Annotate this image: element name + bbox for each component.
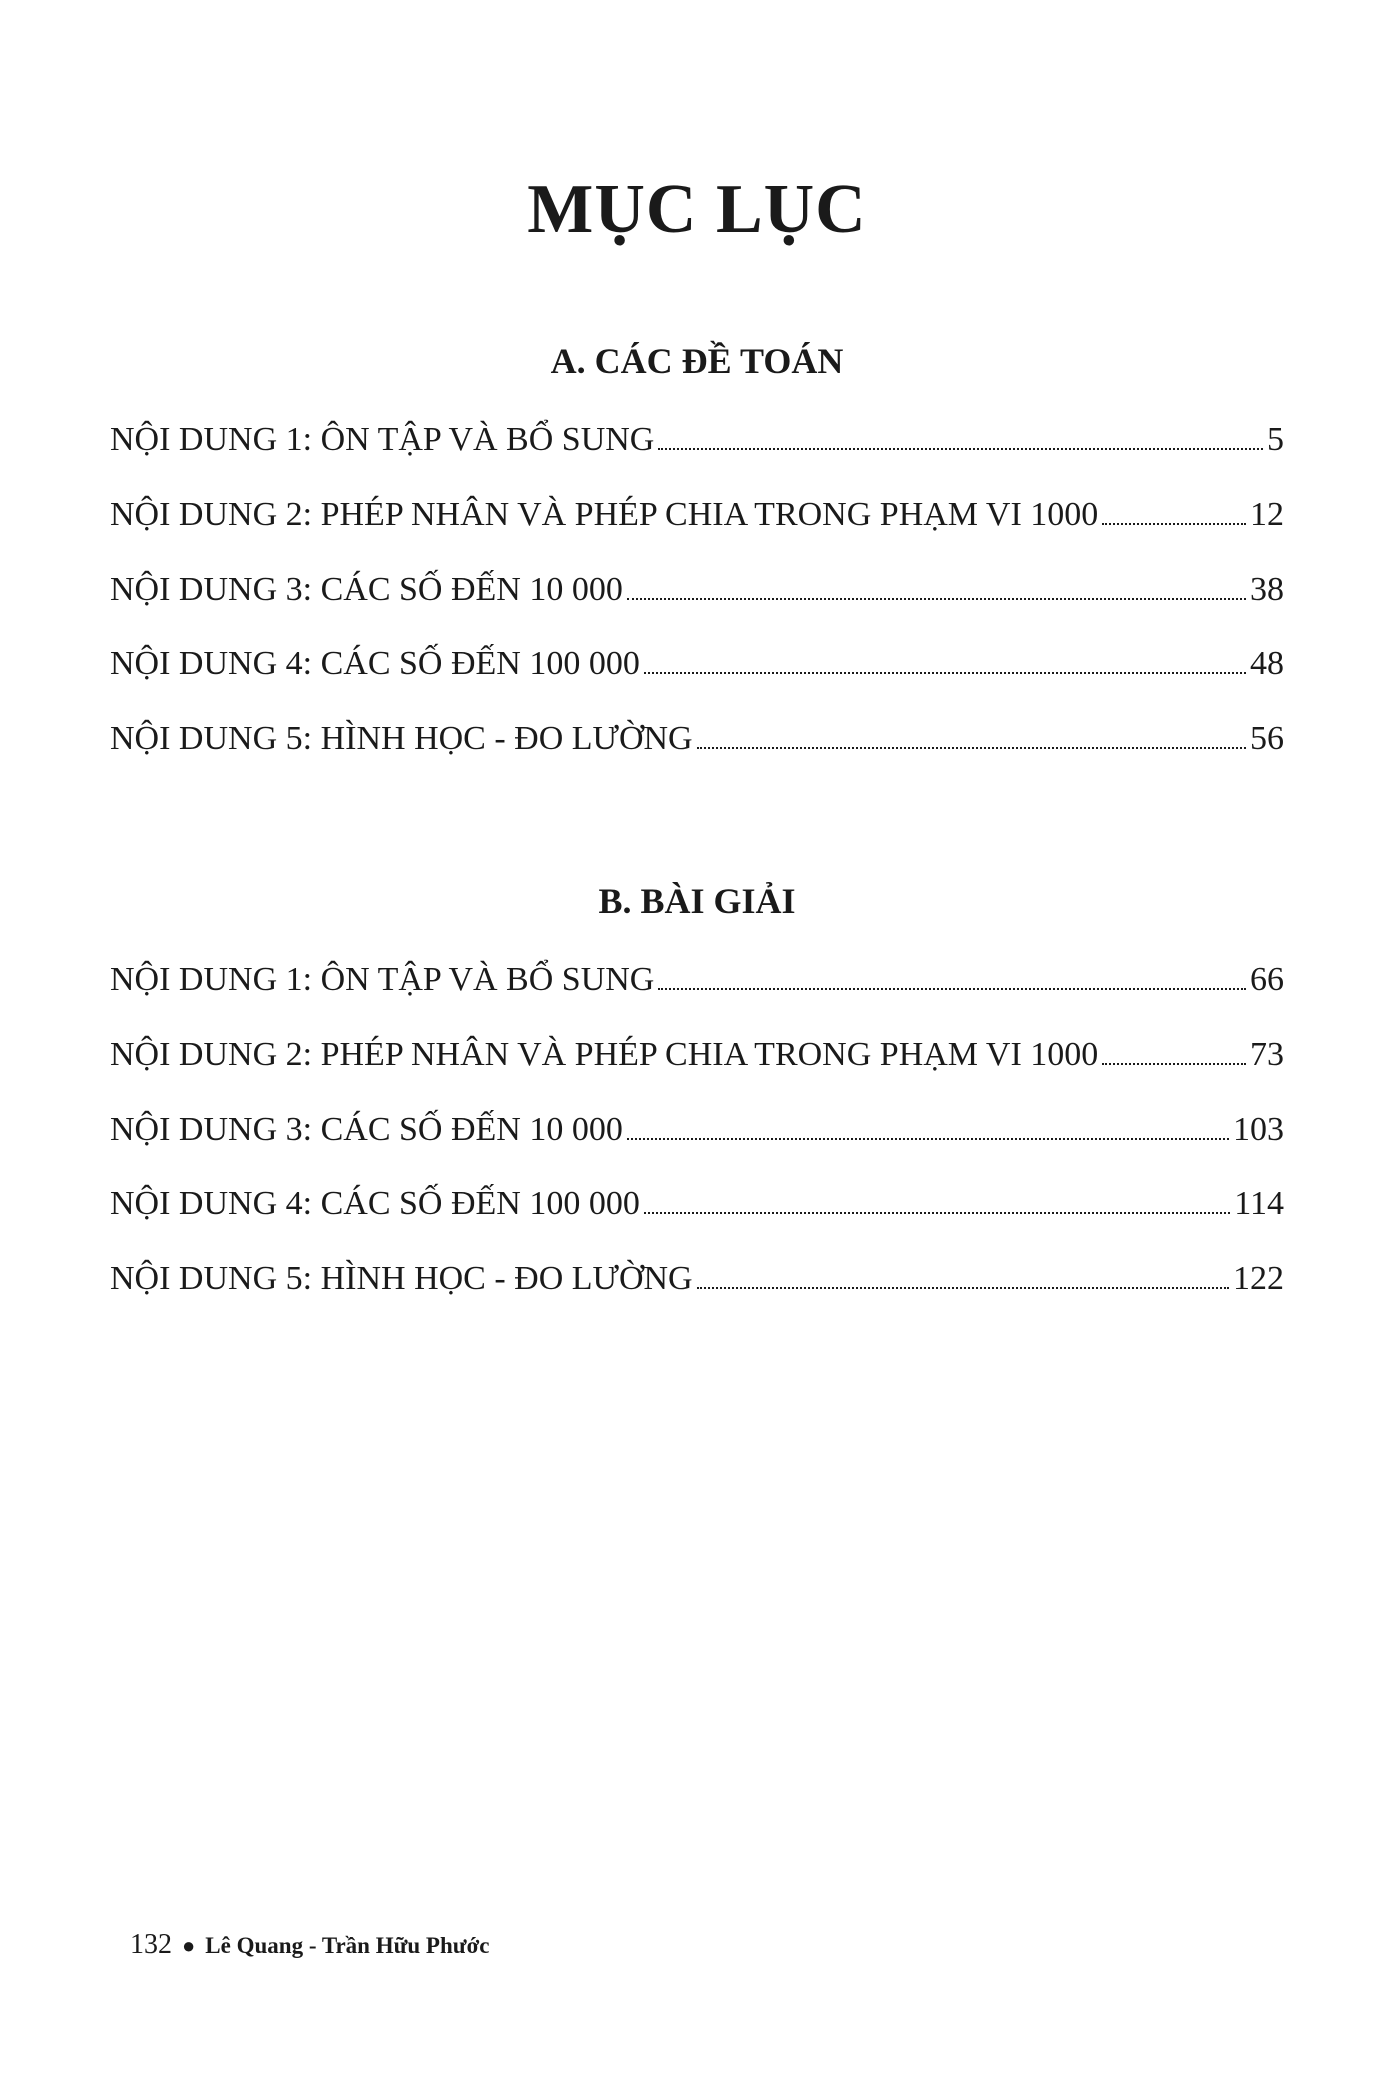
toc-entry-page: 103 <box>1233 1110 1284 1151</box>
page-footer: 132 ● Lê Quang - Trần Hữu Phước <box>130 1929 490 1961</box>
toc-entry-label: NỘI DUNG 1: ÔN TẬP VÀ BỔ SUNG <box>110 960 654 1001</box>
toc-entry: NỘI DUNG 1: ÔN TẬP VÀ BỔ SUNG 5 <box>110 420 1284 461</box>
toc-entry-label: NỘI DUNG 3: CÁC SỐ ĐẾN 10 000 <box>110 570 623 611</box>
toc-entry-page: 48 <box>1250 644 1284 685</box>
toc-leader <box>697 747 1246 749</box>
toc-entry-label: NỘI DUNG 2: PHÉP NHÂN VÀ PHÉP CHIA TRONG… <box>110 495 1098 536</box>
toc-entry-label: NỘI DUNG 1: ÔN TẬP VÀ BỔ SUNG <box>110 420 654 461</box>
toc-leader <box>1102 1063 1246 1065</box>
toc-entry: NỘI DUNG 3: CÁC SỐ ĐẾN 10 000 38 <box>110 570 1284 611</box>
bullet-icon: ● <box>182 1933 195 1959</box>
toc-entry-label: NỘI DUNG 2: PHÉP NHÂN VÀ PHÉP CHIA TRONG… <box>110 1035 1098 1076</box>
section-heading-b: B. BÀI GIẢI <box>110 880 1284 922</box>
toc-entry: NỘI DUNG 1: ÔN TẬP VÀ BỔ SUNG 66 <box>110 960 1284 1001</box>
toc-entry-page: 114 <box>1234 1184 1284 1225</box>
toc-entry: NỘI DUNG 2: PHÉP NHÂN VÀ PHÉP CHIA TRONG… <box>110 495 1284 536</box>
toc-entry: NỘI DUNG 3: CÁC SỐ ĐẾN 10 000 103 <box>110 1110 1284 1151</box>
toc-entry: NỘI DUNG 2: PHÉP NHÂN VÀ PHÉP CHIA TRONG… <box>110 1035 1284 1076</box>
toc-leader <box>644 672 1246 674</box>
toc-leader <box>658 988 1246 990</box>
toc-entry-page: 12 <box>1250 495 1284 536</box>
toc-entry-page: 5 <box>1267 420 1284 461</box>
toc-entry-label: NỘI DUNG 5: HÌNH HỌC - ĐO LƯỜNG <box>110 719 693 760</box>
toc-leader <box>627 598 1246 600</box>
toc-entry: NỘI DUNG 5: HÌNH HỌC - ĐO LƯỜNG 56 <box>110 719 1284 760</box>
toc-entry-label: NỘI DUNG 4: CÁC SỐ ĐẾN 100 000 <box>110 644 640 685</box>
toc-entry-page: 56 <box>1250 719 1284 760</box>
toc-entry: NỘI DUNG 5: HÌNH HỌC - ĐO LƯỜNG 122 <box>110 1259 1284 1300</box>
toc-leader <box>644 1212 1230 1214</box>
toc-leader <box>1102 523 1246 525</box>
toc-entry: NỘI DUNG 4: CÁC SỐ ĐẾN 100 000 48 <box>110 644 1284 685</box>
toc-entry-page: 73 <box>1250 1035 1284 1076</box>
toc-list-b: NỘI DUNG 1: ÔN TẬP VÀ BỔ SUNG 66 NỘI DUN… <box>110 960 1284 1300</box>
toc-list-a: NỘI DUNG 1: ÔN TẬP VÀ BỔ SUNG 5 NỘI DUNG… <box>110 420 1284 760</box>
toc-leader <box>658 448 1263 450</box>
footer-authors: Lê Quang - Trần Hữu Phước <box>205 1933 489 1959</box>
page-title: MỤC LỤC <box>110 170 1284 250</box>
toc-leader <box>697 1287 1229 1289</box>
toc-entry-page: 38 <box>1250 570 1284 611</box>
toc-entry-page: 66 <box>1250 960 1284 1001</box>
toc-entry: NỘI DUNG 4: CÁC SỐ ĐẾN 100 000 114 <box>110 1184 1284 1225</box>
footer-page-number: 132 <box>130 1929 172 1961</box>
toc-entry-label: NỘI DUNG 3: CÁC SỐ ĐẾN 10 000 <box>110 1110 623 1151</box>
toc-leader <box>627 1138 1229 1140</box>
toc-entry-label: NỘI DUNG 4: CÁC SỐ ĐẾN 100 000 <box>110 1184 640 1225</box>
toc-entry-label: NỘI DUNG 5: HÌNH HỌC - ĐO LƯỜNG <box>110 1259 693 1300</box>
toc-entry-page: 122 <box>1233 1259 1284 1300</box>
section-heading-a: A. CÁC ĐỀ TOÁN <box>110 340 1284 382</box>
page: MỤC LỤC A. CÁC ĐỀ TOÁN NỘI DUNG 1: ÔN TẬ… <box>0 0 1384 2076</box>
